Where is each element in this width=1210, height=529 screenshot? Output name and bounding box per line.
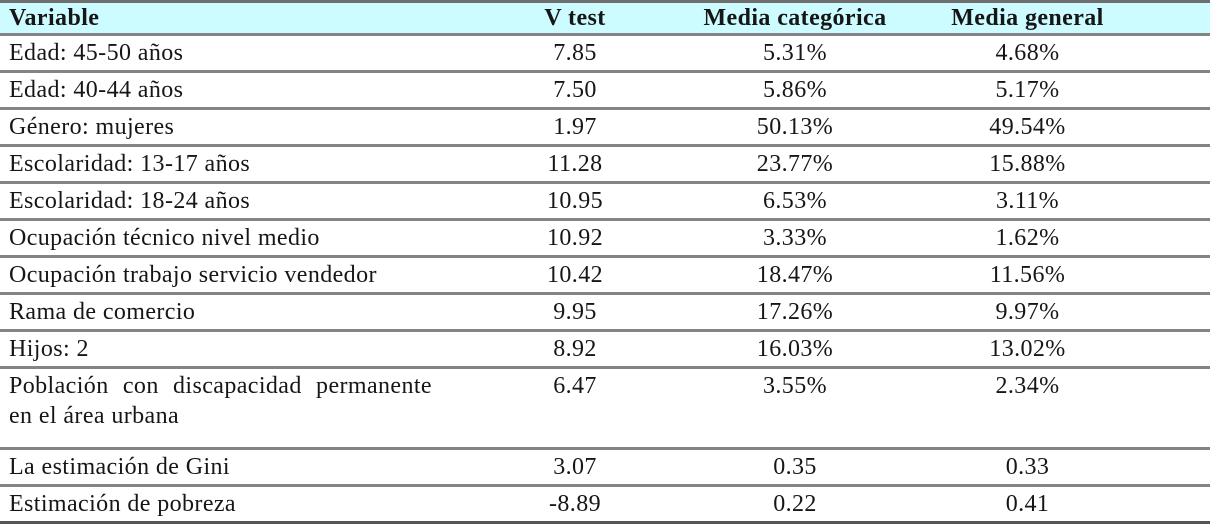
cell-variable: Estimación de pobreza (9, 491, 236, 517)
cell-variable: La estimación de Gini (9, 454, 231, 480)
cell-media-categorica: 0.35 (773, 454, 817, 480)
table-row: Género: mujeres 1.97 50.13% 49.54% (0, 108, 1210, 146)
column-header-media-categorica: Media categórica (703, 5, 887, 31)
cell-variable: Hijos: 2 (9, 336, 89, 362)
cell-media-categorica: 3.33% (763, 225, 827, 251)
table-row: La estimación de Gini 3.07 0.35 0.33 (0, 448, 1210, 486)
cell-media-categorica: 5.86% (763, 77, 827, 103)
table-row: Estimación de pobreza -8.89 0.22 0.41 (0, 485, 1210, 523)
cell-media-categorica: 6.53% (763, 188, 827, 214)
table-header: Variable V test Media categórica Media g… (0, 1, 1210, 35)
cell-v-test: -8.89 (549, 491, 601, 517)
table-row: Escolaridad: 13-17 años 11.28 23.77% 15.88% (0, 145, 1210, 183)
cell-media-general: 5.17% (995, 77, 1060, 103)
cell-media-general: 2.34% (995, 373, 1060, 399)
cell-v-test: 1.97 (553, 114, 597, 140)
cell-variable: Rama de comercio (9, 299, 196, 325)
cell-media-categorica: 16.03% (756, 336, 834, 362)
cell-media-general: 11.56% (989, 262, 1066, 288)
cell-media-categorica: 5.31% (763, 40, 827, 66)
cell-media-general: 4.68% (995, 40, 1060, 66)
table-row: Rama de comercio 9.95 17.26% 9.97% (0, 293, 1210, 331)
column-header-variable: Variable (9, 5, 100, 31)
table-row: Ocupación técnico nivel medio 10.92 3.33% 1… (0, 219, 1210, 257)
cell-variable: Edad: 45-50 años (9, 40, 184, 66)
table-body: Edad: 45-50 años 7.85 5.31% 4.68% Edad: 40-4… (0, 34, 1210, 523)
cell-v-test: 8.92 (553, 336, 597, 362)
cell-v-test: 11.28 (547, 151, 603, 177)
cell-media-general: 0.41 (1005, 491, 1050, 517)
cell-variable: Escolaridad: 18-24 años (9, 188, 251, 214)
cell-v-test: 6.47 (553, 373, 597, 399)
cell-media-general: 13.02% (989, 336, 1066, 362)
cell-media-categorica: 0.22 (773, 491, 817, 517)
cell-variable: Género: mujeres (9, 114, 175, 140)
table-row: Ocupación trabajo servicio vendedor 10.42… (0, 256, 1210, 294)
column-header-v-test: V test (544, 5, 606, 31)
table-row: Edad: 40-44 años 7.50 5.86% 5.17% (0, 71, 1210, 109)
cell-variable: Escolaridad: 13-17 años (9, 151, 251, 177)
cell-media-general: 0.33 (1005, 454, 1050, 480)
cell-media-categorica: 18.47% (756, 262, 834, 288)
cell-media-categorica: 23.77% (756, 151, 834, 177)
table-row: Hijos: 2 8.92 16.03% 13.02% (0, 330, 1210, 368)
table-row: Edad: 45-50 años 7.85 5.31% 4.68% (0, 34, 1210, 72)
cell-media-categorica: 17.26% (756, 299, 834, 325)
table-header-row: Variable V test Media categórica Media g… (0, 1, 1210, 35)
table-row: Escolaridad: 18-24 años 10.95 6.53% 3.11% (0, 182, 1210, 220)
cell-variable: Edad: 40-44 años (9, 77, 184, 103)
table-row: Población con discapacidad permanente en… (0, 367, 1210, 449)
cell-variable: Ocupación trabajo servicio vendedor (9, 262, 377, 288)
cell-media-general: 15.88% (989, 151, 1066, 177)
cell-media-categorica: 50.13% (756, 114, 834, 140)
cell-media-categorica: 3.55% (763, 373, 827, 399)
cell-variable: Población con discapacidad permanente en… (9, 373, 432, 429)
cell-media-general: 49.54% (989, 114, 1066, 140)
cell-v-test: 10.95 (547, 188, 603, 214)
cell-v-test: 10.42 (547, 262, 603, 288)
cell-v-test: 7.85 (553, 40, 597, 66)
cell-media-general: 9.97% (995, 299, 1060, 325)
cell-media-general: 3.11% (995, 188, 1060, 214)
cell-variable: Ocupación técnico nivel medio (9, 225, 320, 251)
column-header-media-general: Media general (951, 5, 1104, 31)
cell-v-test: 10.92 (547, 225, 603, 251)
cell-v-test: 7.50 (553, 77, 597, 103)
cell-v-test: 3.07 (553, 454, 597, 480)
cell-v-test: 9.95 (553, 299, 597, 325)
cell-media-general: 1.62% (995, 225, 1060, 251)
